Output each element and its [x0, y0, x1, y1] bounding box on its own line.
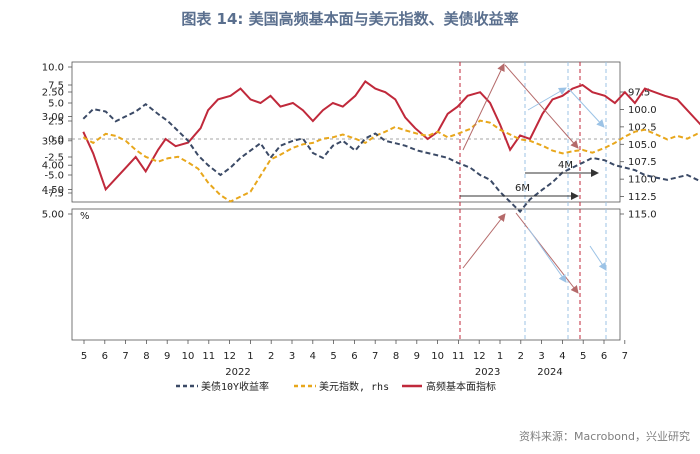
x-tick-label: 2: [518, 351, 524, 362]
x-tick-label: 7: [622, 351, 628, 362]
x-tick-label: 11: [202, 351, 215, 362]
year-label: 2024: [537, 367, 562, 378]
x-tick-label: 5: [330, 351, 336, 362]
x-tick-label: 10: [431, 351, 444, 362]
x-tick-label: 11: [452, 351, 465, 362]
x-tick-label: 5: [81, 351, 87, 362]
x-tick-label: 9: [164, 351, 170, 362]
arrow-up-bottom: [462, 213, 506, 269]
top-y-tick-label: -7.5: [44, 189, 64, 200]
legend-label-fundamental: 高频基本面指标: [426, 380, 496, 393]
top-y-tick-label: 10.0: [42, 63, 64, 74]
series-line-fundamental: [82, 79, 700, 192]
x-tick-label: 9: [414, 351, 420, 362]
source-note: 资料来源：Macrobond，兴业研究: [519, 430, 690, 443]
bottom-y2-tick-label: 110.0: [628, 175, 657, 186]
x-tick-label: 8: [143, 351, 149, 362]
top-y-tick-label: 2.5: [48, 117, 64, 128]
x-tick-label: 6: [351, 351, 357, 362]
x-tick-label: 5: [580, 351, 586, 362]
bottom-y2-tick-label: 107.5: [628, 157, 657, 168]
x-tick-label: 4: [310, 351, 316, 362]
bottom-y2-tick-label: 97.5: [628, 88, 650, 99]
top-y-tick-label: 7.5: [48, 81, 64, 92]
bottom-y-tick-label: 3.00: [42, 112, 64, 123]
x-tick-label: 3: [538, 351, 544, 362]
year-label: 2023: [475, 367, 500, 378]
chart-title: 图表 14: 美国高频基本面与美元指数、美债收益率: [181, 10, 519, 28]
bottom-y-tick-label: 5.00: [42, 210, 64, 221]
arrow-down-bottom: [515, 212, 579, 294]
x-tick-label: 1: [497, 351, 503, 362]
x-tick-label: 6: [102, 351, 108, 362]
arrow-down-top: [504, 64, 579, 149]
x-tick-label: 3: [289, 351, 295, 362]
top-panel-frame: [71, 61, 621, 203]
x-tick-label: 6: [601, 351, 607, 362]
arrow-light-up-top: [527, 87, 567, 111]
bottom-y-axis-left: 5.00 4.50 4.00 3.50 3.00 2.50: [42, 88, 72, 221]
arrow-light-down-bottom-1: [527, 227, 567, 283]
legend: 美债10Y收益率 美元指数, rhs 高频基本面指标: [176, 380, 496, 393]
series-line-treasury: [82, 102, 700, 214]
year-label: 2022: [225, 367, 250, 378]
bottom-y2-tick-label: 105.0: [628, 140, 657, 151]
bottom-panel-frame: [71, 208, 621, 341]
x-tick-label: 8: [393, 351, 399, 362]
x-tick-label: 7: [122, 351, 128, 362]
bottom-y-axis-right: 115.0 112.5 110.0 107.5 105.0 102.5 100.0 97.5: [620, 88, 657, 221]
x-tick-label: 2: [268, 351, 274, 362]
x-tick-label: 1: [247, 351, 253, 362]
arrow-light-down-bottom-2: [589, 245, 607, 271]
bottom-y2-tick-label: 112.5: [628, 192, 657, 203]
y-unit-label: %: [80, 211, 90, 222]
bottom-y-tick-label: 2.50: [42, 88, 64, 99]
top-y-tick-label: 5.0: [48, 99, 64, 110]
bottom-y-tick-label: 3.50: [42, 136, 64, 147]
legend-label-treasury: 美债10Y收益率: [201, 380, 269, 393]
series-line-dxy: [82, 119, 700, 203]
x-tick-label: 10: [182, 351, 195, 362]
bottom-y2-tick-label: 115.0: [628, 210, 657, 221]
x-tick-label: 12: [473, 351, 486, 362]
bottom-y2-tick-label: 100.0: [628, 105, 657, 116]
bottom-y-tick-label: 4.00: [42, 161, 64, 172]
bottom-y-tick-label: 4.50: [42, 185, 64, 196]
top-y-tick-label: 0.0: [48, 135, 64, 146]
arrow-light-down-top: [567, 87, 605, 128]
top-y-tick-label: -2.5: [44, 153, 64, 164]
top-y-tick-label: -5.0: [44, 171, 64, 182]
x-tick-label: 7: [372, 351, 378, 362]
x-tick-label: 4: [559, 351, 565, 362]
legend-label-dxy: 美元指数, rhs: [319, 380, 389, 393]
arrow-up-top: [462, 63, 505, 151]
label-6m: 6M: [515, 183, 530, 194]
top-y-axis: 10.0 7.5 5.0 2.5 0.0 -2.5 -5.0 -7.5: [42, 63, 72, 200]
label-4m: 4M: [558, 160, 573, 171]
bottom-y2-tick-label: 102.5: [628, 122, 657, 133]
x-tick-label: 12: [223, 351, 236, 362]
